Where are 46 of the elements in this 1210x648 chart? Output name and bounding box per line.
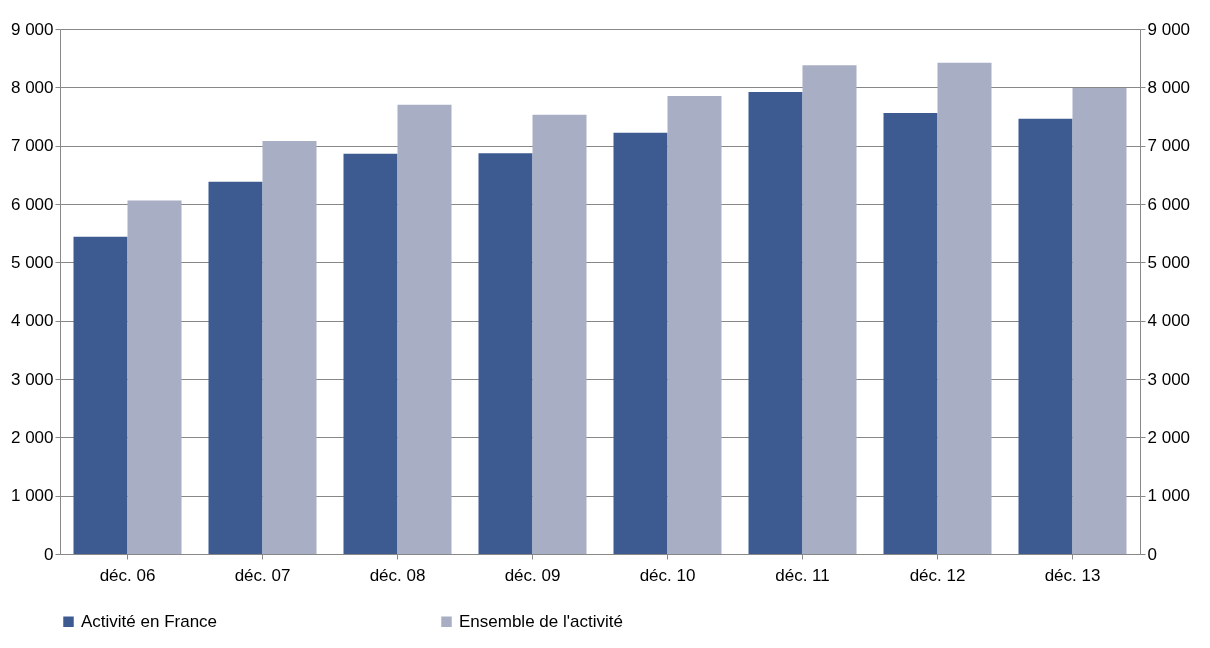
x-tick-label: déc. 11	[775, 565, 830, 585]
y-tick-label: 5 000	[10, 252, 54, 272]
y2-tick-label: 1 000	[1147, 486, 1191, 506]
y-tick-label: 4 000	[10, 311, 54, 331]
bar	[478, 153, 533, 554]
bar	[748, 92, 803, 554]
y-tick-label: 0	[44, 544, 54, 564]
y-tick-label: 8 000	[10, 77, 54, 97]
y2-tick-label: 4 000	[1147, 311, 1191, 331]
y2-tick-label: 7 000	[1147, 136, 1191, 156]
bar	[802, 65, 857, 554]
legend-label: Activité en France	[81, 611, 218, 631]
bar	[1072, 87, 1127, 554]
y-tick-label: 2 000	[10, 427, 54, 447]
x-tick-label: déc. 10	[639, 565, 696, 585]
bar	[397, 104, 452, 554]
x-tick-label: déc. 08	[369, 565, 426, 585]
y2-tick-label: 8 000	[1147, 77, 1191, 97]
bar	[883, 113, 938, 554]
bar	[937, 62, 992, 554]
x-tick-label: déc. 09	[504, 565, 561, 585]
x-tick-label: déc. 06	[99, 565, 156, 585]
y-tick-label: 7 000	[10, 136, 54, 156]
bar	[532, 114, 587, 554]
y-tick-label: 9 000	[10, 19, 54, 39]
x-tick-label: déc. 07	[234, 565, 291, 585]
y-tick-label: 1 000	[10, 486, 54, 506]
y2-tick-label: 2 000	[1147, 427, 1191, 447]
y2-tick-label: 6 000	[1147, 194, 1191, 214]
bar	[208, 181, 263, 554]
x-tick-label: déc. 12	[909, 565, 966, 585]
bar	[73, 236, 128, 554]
y2-tick-label: 3 000	[1147, 369, 1191, 389]
y2-tick-label: 5 000	[1147, 252, 1191, 272]
bar	[262, 141, 317, 554]
bar	[613, 132, 668, 554]
bar	[343, 153, 398, 554]
bar	[127, 200, 182, 554]
y-tick-label: 6 000	[10, 194, 54, 214]
y-tick-label: 3 000	[10, 369, 54, 389]
y2-tick-label: 9 000	[1147, 19, 1191, 39]
bar	[667, 96, 722, 554]
legend-label: Ensemble de l'activité	[459, 611, 623, 631]
y2-tick-label: 0	[1147, 544, 1157, 564]
x-tick-label: déc. 13	[1044, 565, 1101, 585]
bar	[1018, 118, 1073, 554]
